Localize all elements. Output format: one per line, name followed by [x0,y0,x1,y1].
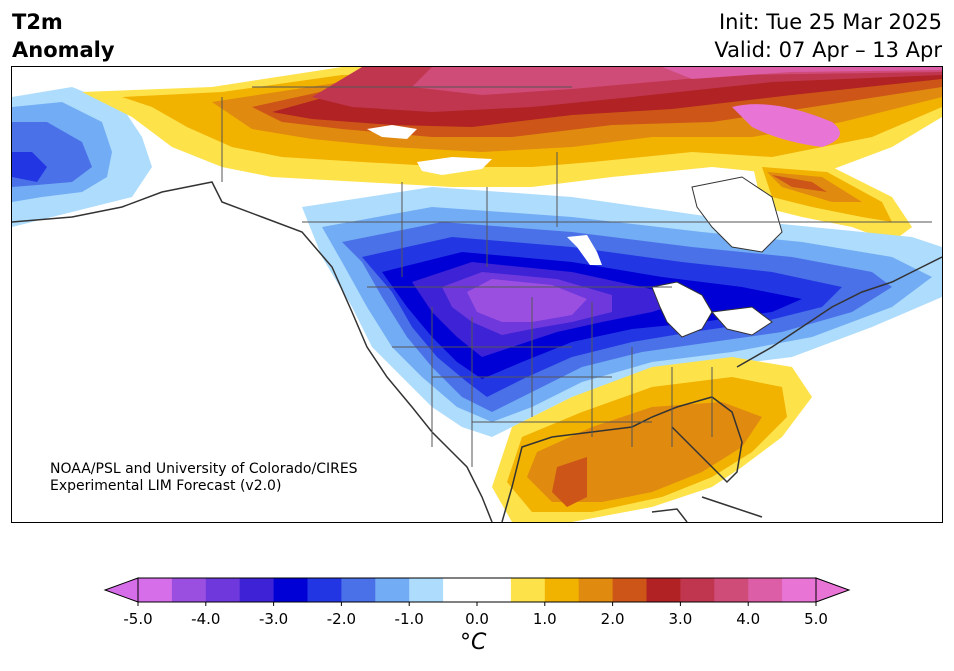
colorbar-segment [748,578,783,602]
title-variable: T2m [12,10,63,34]
forecast-dates: Init: Tue 25 Mar 2025 Valid: 07 Apr – 13… [714,8,942,64]
colorbar-tick-label: -3.0 [259,610,288,628]
valid-dates: Valid: 07 Apr – 13 Apr [714,38,942,62]
coastlines [12,181,942,522]
colorbar-tick-label: -2.0 [327,610,356,628]
colorbar-tick-label: -5.0 [123,610,152,628]
colorbar-segment [273,578,308,602]
title-type: Anomaly [12,38,115,62]
colorbar-under-arrow [103,577,139,603]
credit-line2: Experimental LIM Forecast (v2.0) [50,478,282,494]
colorbar-tick-label: 4.0 [736,610,760,628]
colorbar-segment [646,578,681,602]
colorbar-segment [714,578,749,602]
colorbar-svg: -5.0 -4.0 -3.0 -2.0 -1.0 0.0 1.0 2.0 3.0 4.0 5.0 [103,577,851,628]
colorbar-segment [680,578,715,602]
colorbar-segment [612,578,647,602]
map-canvas [12,67,942,522]
colorbar: -5.0 -4.0 -3.0 -2.0 -1.0 0.0 1.0 2.0 3.0 4.0 5.0 [0,570,954,671]
colorbar-segment [171,578,207,602]
colorbar-segment [578,578,614,602]
anomaly-map: NOAA/PSL and University of Colorado/CIRE… [11,66,943,523]
colorbar-segment [782,578,817,602]
colorbar-tick-label: -4.0 [191,610,220,628]
alaska-cold-anomaly [12,87,152,227]
eastern-canada-warm [752,162,912,242]
map-title: T2m Anomaly [12,8,115,64]
colorbar-unit-label: °C [460,630,487,655]
colorbar-segment [307,578,342,602]
colorbar-segment [477,578,512,602]
lakes [367,125,783,338]
colorbar-segment [138,578,173,602]
colorbar-tick-label: 3.0 [668,610,692,628]
colorbar-segment [443,578,478,602]
southern-warm-anomaly [492,357,812,522]
colorbar-segment [341,578,376,602]
credit-text: NOAA/PSL and University of Colorado/CIRE… [50,461,358,495]
colorbar-segment [375,578,410,602]
colorbar-tick-label: 2.0 [601,610,625,628]
colorbar-segment [205,578,241,602]
colorbar-segment [239,578,275,602]
colorbar-tick-label: 5.0 [804,610,828,628]
colorbar-over-arrow [815,577,851,603]
credit-line1: NOAA/PSL and University of Colorado/CIRE… [50,461,358,477]
colorbar-tick-label: -1.0 [395,610,424,628]
init-date: Init: Tue 25 Mar 2025 [718,10,942,34]
central-cold-anomaly [302,187,942,437]
arctic-warm-anomaly [82,67,942,187]
colorbar-tick-label: 0.0 [465,610,489,628]
political-borders [221,86,932,467]
colorbar-segment [544,578,580,602]
colorbar-segment [409,578,444,602]
colorbar-segment [510,578,546,602]
colorbar-tick-label: 1.0 [533,610,557,628]
